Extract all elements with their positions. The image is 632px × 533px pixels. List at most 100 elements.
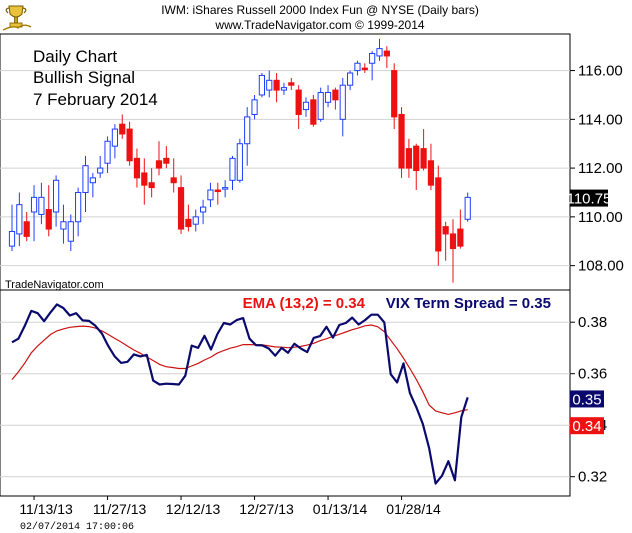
candle bbox=[310, 94, 317, 127]
candle-body bbox=[53, 179, 60, 213]
candle bbox=[177, 175, 185, 234]
ema-legend: EMA (13,2) = 0.34 bbox=[243, 295, 366, 312]
candle-body bbox=[214, 189, 221, 193]
candle bbox=[89, 172, 96, 198]
candle bbox=[391, 63, 398, 130]
candle-body bbox=[369, 53, 376, 64]
price-tick-label: 116.00 bbox=[578, 63, 623, 80]
candle bbox=[207, 182, 214, 208]
candle-body bbox=[170, 177, 177, 184]
candle bbox=[258, 73, 265, 98]
candle bbox=[420, 129, 427, 171]
candle-body bbox=[361, 67, 368, 71]
candle bbox=[244, 107, 251, 166]
candle bbox=[302, 97, 310, 117]
candle bbox=[170, 158, 177, 193]
candle bbox=[30, 185, 38, 242]
date-axis: 11/13/13 11/27/13 12/12/13 12/27/13 01/13/14… bbox=[0, 495, 570, 517]
candle-body bbox=[23, 221, 30, 237]
candle bbox=[332, 87, 339, 110]
candle-body bbox=[104, 140, 111, 164]
candle-body bbox=[420, 148, 427, 169]
candle bbox=[251, 94, 258, 120]
candle-body bbox=[236, 143, 243, 181]
candle bbox=[148, 168, 155, 198]
candle-body bbox=[273, 79, 280, 91]
candle bbox=[214, 182, 221, 205]
candle-body bbox=[324, 92, 332, 103]
candle bbox=[464, 192, 471, 222]
candle bbox=[280, 82, 288, 95]
candle-body bbox=[192, 216, 199, 225]
candle bbox=[67, 214, 74, 251]
candle-body bbox=[185, 218, 192, 228]
ema-last-label: 0.34 bbox=[572, 418, 601, 435]
price-axis: 108.00 110.00 112.00 114.00 116.00 bbox=[570, 63, 624, 275]
candle bbox=[133, 148, 141, 188]
candle bbox=[119, 114, 126, 139]
candle-body bbox=[413, 145, 420, 172]
candle bbox=[236, 138, 243, 183]
candle bbox=[38, 182, 45, 225]
watermark-text: TradeNavigator.com bbox=[5, 279, 104, 291]
candle-body bbox=[126, 128, 133, 162]
candle-body bbox=[244, 116, 251, 145]
indicator-tick-label: 0.38 bbox=[578, 314, 607, 331]
price-grid bbox=[0, 70, 570, 267]
candle-body bbox=[398, 113, 405, 169]
candle bbox=[126, 121, 133, 166]
last-price-badge-group: 110.75 bbox=[567, 189, 611, 208]
candle bbox=[163, 146, 170, 169]
candle-body bbox=[317, 92, 324, 120]
date-tick-label: 01/13/14 bbox=[313, 501, 368, 517]
candle-body bbox=[435, 177, 442, 252]
candle-body bbox=[354, 62, 361, 72]
candle-body bbox=[67, 221, 74, 242]
price-candles bbox=[8, 38, 471, 283]
candle-body bbox=[200, 206, 207, 213]
price-tick-label: 108.00 bbox=[578, 258, 624, 275]
chart-header-line1: IWM: iShares Russell 2000 Index Fun @ NY… bbox=[161, 3, 479, 17]
candle-body bbox=[207, 189, 214, 201]
date-tick-label: 11/27/13 bbox=[93, 501, 147, 517]
candle-body bbox=[148, 182, 155, 189]
candle bbox=[339, 77, 346, 137]
candle bbox=[369, 51, 376, 81]
candle-body bbox=[347, 72, 354, 86]
candle-body bbox=[288, 82, 295, 86]
candle bbox=[273, 73, 280, 103]
candle bbox=[361, 63, 368, 74]
candle bbox=[442, 221, 449, 261]
date-tick-label: 12/12/13 bbox=[166, 501, 221, 517]
candle-body bbox=[266, 79, 273, 91]
candle bbox=[347, 70, 354, 91]
candle-body bbox=[133, 157, 141, 179]
candle bbox=[141, 158, 148, 205]
candle bbox=[435, 165, 442, 266]
timestamp: 02/07/2014 17:00:06 bbox=[20, 521, 134, 533]
annotation-line3: 7 February 2014 bbox=[33, 90, 158, 109]
date-tick-label: 11/13/13 bbox=[19, 501, 73, 517]
candle bbox=[82, 155, 89, 212]
candle-body bbox=[464, 196, 471, 220]
candle bbox=[383, 46, 390, 69]
annotation-line2: Bullish Signal bbox=[33, 68, 135, 87]
candle-body bbox=[427, 160, 435, 186]
candle bbox=[16, 192, 23, 247]
candle bbox=[398, 107, 405, 178]
candle-body bbox=[280, 87, 288, 91]
candle-body bbox=[16, 204, 23, 235]
trophy-logo-icon bbox=[2, 5, 32, 31]
candle-body bbox=[45, 209, 52, 230]
chart-header-line2: www.TradeNavigator.com © 1999-2014 bbox=[214, 18, 424, 32]
candle bbox=[288, 77, 295, 91]
price-tick-label: 114.00 bbox=[578, 111, 623, 128]
indicator-tick-label: 0.36 bbox=[578, 366, 607, 383]
indicator-tick-label: 0.32 bbox=[578, 469, 607, 486]
vix-last-badge bbox=[570, 390, 604, 408]
candle-body bbox=[258, 74, 265, 96]
candle bbox=[75, 187, 82, 237]
candle bbox=[427, 143, 435, 191]
candle-body bbox=[60, 221, 67, 230]
candle-body bbox=[163, 157, 170, 164]
